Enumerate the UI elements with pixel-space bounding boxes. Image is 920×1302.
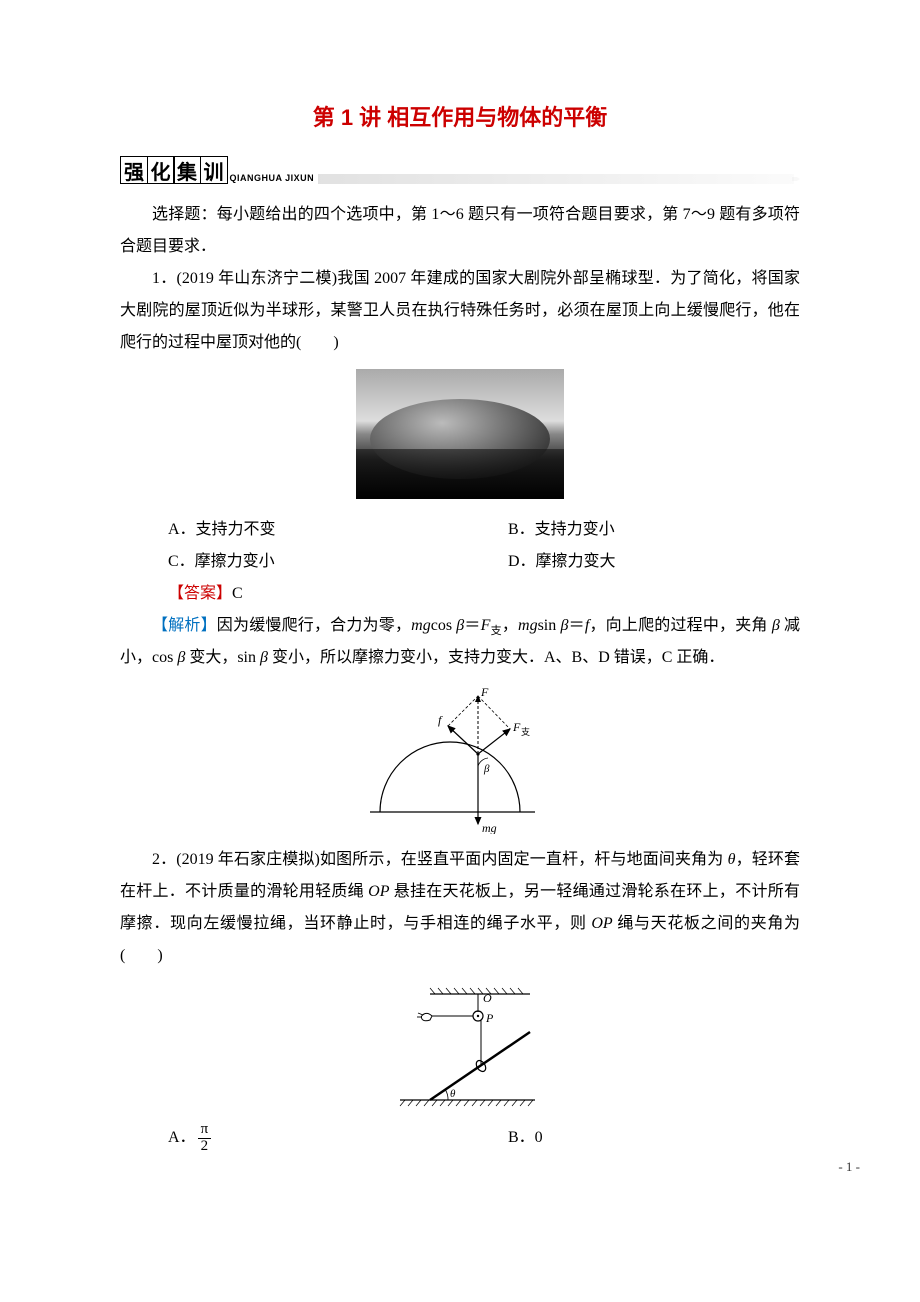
friction-label: f (438, 713, 443, 727)
q1-explanation: 【解析】因为缓慢爬行，合力为零，mgcos β＝F支，mgsin β＝f，向上爬… (120, 610, 800, 674)
expl-eq-2: ＝ (568, 617, 584, 634)
q1-answer: 【答案】C (120, 578, 800, 610)
q2-optA-prefix: A． (168, 1129, 196, 1146)
boxed-char-2: 化 (147, 156, 175, 184)
normal-vector (478, 729, 510, 754)
q1-option-c: C．摩擦力变小 (120, 546, 460, 578)
P-label: P (485, 1011, 494, 1025)
expl-zhi-1: 支 (490, 625, 501, 637)
expl-t2: ，向上爬的过程中，夹角 (589, 617, 772, 634)
header-arrow-icon (792, 177, 800, 181)
q2-diagram: θ O P (120, 982, 800, 1112)
boxed-char-1: 强 (120, 156, 148, 184)
q1-option-a: A．支持力不变 (120, 514, 460, 546)
q1-diagram: mg F 支 f F β (120, 684, 800, 834)
instructions: 选择题：每小题给出的四个选项中，第 1～6 题只有一项符合题目要求，第 7～9 … (120, 199, 800, 263)
q1-stem: 1．(2019 年山东济宁二模)我国 2007 年建成的国家大剧院外部呈椭球型．… (120, 263, 800, 359)
q1-options-row2: C．摩擦力变小 D．摩擦力变大 (120, 546, 800, 578)
q2-stem: 2．(2019 年石家庄模拟)如图所示，在竖直平面内固定一直杆，杆与地面间夹角为… (120, 844, 800, 972)
expl-t5: 变小，所以摩擦力变小，支持力变大．A、B、D 错误，C 正确． (268, 649, 724, 666)
expl-mg-1: mg (411, 617, 431, 634)
F-label: F (480, 685, 489, 699)
expl-mg-2: mg (518, 617, 538, 634)
section-boxed-chars: 强 化 集 训 (120, 156, 228, 184)
q2-OP-2: OP (591, 915, 612, 932)
q1-photo-wrap (120, 369, 800, 504)
q2-option-a: A．π2 (120, 1122, 460, 1155)
expl-beta-5: β (260, 649, 268, 666)
expl-t1: 因为缓慢爬行，合力为零， (217, 617, 411, 634)
boxed-char-3: 集 (173, 156, 201, 184)
dome-arc (380, 742, 520, 812)
lecture-title: 第 1 讲 相互作用与物体的平衡 (120, 100, 800, 132)
expl-beta-3: β (772, 617, 780, 634)
O-label: O (483, 991, 492, 1005)
fzhi-label-F: F (512, 720, 521, 734)
expl-eq-1: ＝ (464, 617, 480, 634)
hand-icon (417, 1013, 432, 1021)
ceiling-hatch (430, 988, 523, 994)
mg-label: mg (482, 821, 497, 834)
expl-t4: 变大，sin (185, 649, 260, 666)
dash-1 (478, 696, 510, 729)
q1-options-row1: A．支持力不变 B．支持力变小 (120, 514, 800, 546)
q2-t1: 2．(2019 年石家庄模拟)如图所示，在竖直平面内固定一直杆，杆与地面间夹角为 (152, 851, 728, 868)
pulley-center (477, 1015, 479, 1017)
friction-vector (448, 726, 478, 754)
q2-optA-den: 2 (198, 1139, 212, 1155)
q2-optA-fraction: π2 (198, 1122, 212, 1155)
expl-com-1: ， (502, 617, 518, 634)
q2-OP-1: OP (368, 883, 389, 900)
header-rule (318, 174, 794, 184)
expl-F-1: F (481, 617, 491, 634)
force-diagram-svg: mg F 支 f F β (360, 684, 560, 834)
q2-options-row1: A．π2 B．0 (120, 1122, 800, 1155)
expl-sin-1: sin (538, 617, 561, 634)
beta-label: β (483, 763, 490, 775)
q1-option-b: B．支持力变小 (460, 514, 800, 546)
rod (430, 1032, 530, 1100)
photo-reflection (356, 449, 564, 499)
page-number: - 1 - (838, 1159, 860, 1175)
q2-optA-num: π (198, 1122, 212, 1139)
theta-arc (446, 1090, 449, 1100)
pulley-diagram-svg: θ O P (360, 982, 560, 1112)
answer-label: 【答案】 (168, 585, 232, 602)
explanation-label: 【解析】 (152, 617, 217, 634)
q1-photo (356, 369, 564, 499)
q2-option-b: B．0 (460, 1122, 800, 1154)
q1-option-d: D．摩擦力变大 (460, 546, 800, 578)
ground-hatch (400, 1100, 533, 1106)
dash-2 (448, 696, 478, 726)
fzhi-label-zhi: 支 (521, 726, 530, 737)
boxed-char-4: 训 (200, 156, 228, 184)
section-header: 强 化 集 训 QIANGHUA JIXUN (120, 156, 800, 185)
answer-value: C (232, 585, 243, 602)
section-pinyin: QIANGHUA JIXUN (230, 173, 315, 183)
expl-cos-1: cos (431, 617, 457, 634)
theta-label: θ (450, 1088, 456, 1100)
